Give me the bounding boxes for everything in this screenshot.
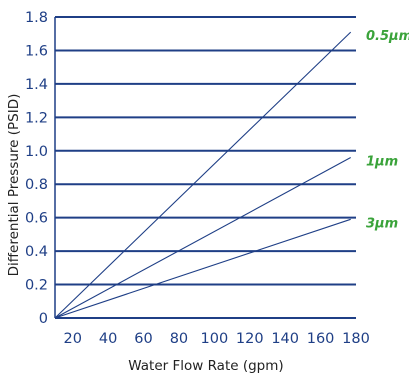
y-tick-label: 1.8 [25,10,48,26]
x-tick-label: 180 [342,331,370,347]
series-line-1 [54,157,351,319]
y-tick-label: 0.8 [25,177,48,193]
x-tick-labels: 20 40 60 80 100 120 140 160 180 [63,331,369,347]
y-tick-label: 0.6 [25,211,48,227]
x-tick-label: 160 [307,331,335,347]
series-line-2 [54,218,351,319]
y-tick-label: 1.0 [25,144,48,160]
series-lines [54,31,352,319]
gridlines [54,16,356,319]
y-tick-label: 1.4 [25,77,48,93]
y-tick-label: 0 [39,311,48,327]
series-labels: 0.5µm 1µm 3µm [366,29,409,231]
series-line-0 [54,31,352,319]
x-tick-label: 140 [271,331,299,347]
x-tick-label: 20 [63,331,81,347]
y-tick-label: 0.4 [25,244,48,260]
x-axis-title: Water Flow Rate (gpm) [128,358,283,374]
x-tick-label: 120 [236,331,264,347]
x-tick-label: 60 [134,331,152,347]
x-tick-label: 40 [99,331,117,347]
series-label-0: 0.5µm [366,29,409,44]
x-tick-label: 80 [170,331,188,347]
y-tick-label: 1.6 [25,43,48,59]
series-label-2: 3µm [366,216,398,231]
x-tick-label: 100 [201,331,229,347]
y-tick-label: 0.2 [25,278,48,294]
series-label-1: 1µm [366,154,398,169]
y-axis-title: Differential Pressure (PSID) [6,94,22,277]
y-tick-label: 1.2 [25,110,48,126]
y-tick-labels: 0 0.2 0.4 0.6 0.8 1.0 1.2 1.4 1.6 1.8 [25,10,48,327]
